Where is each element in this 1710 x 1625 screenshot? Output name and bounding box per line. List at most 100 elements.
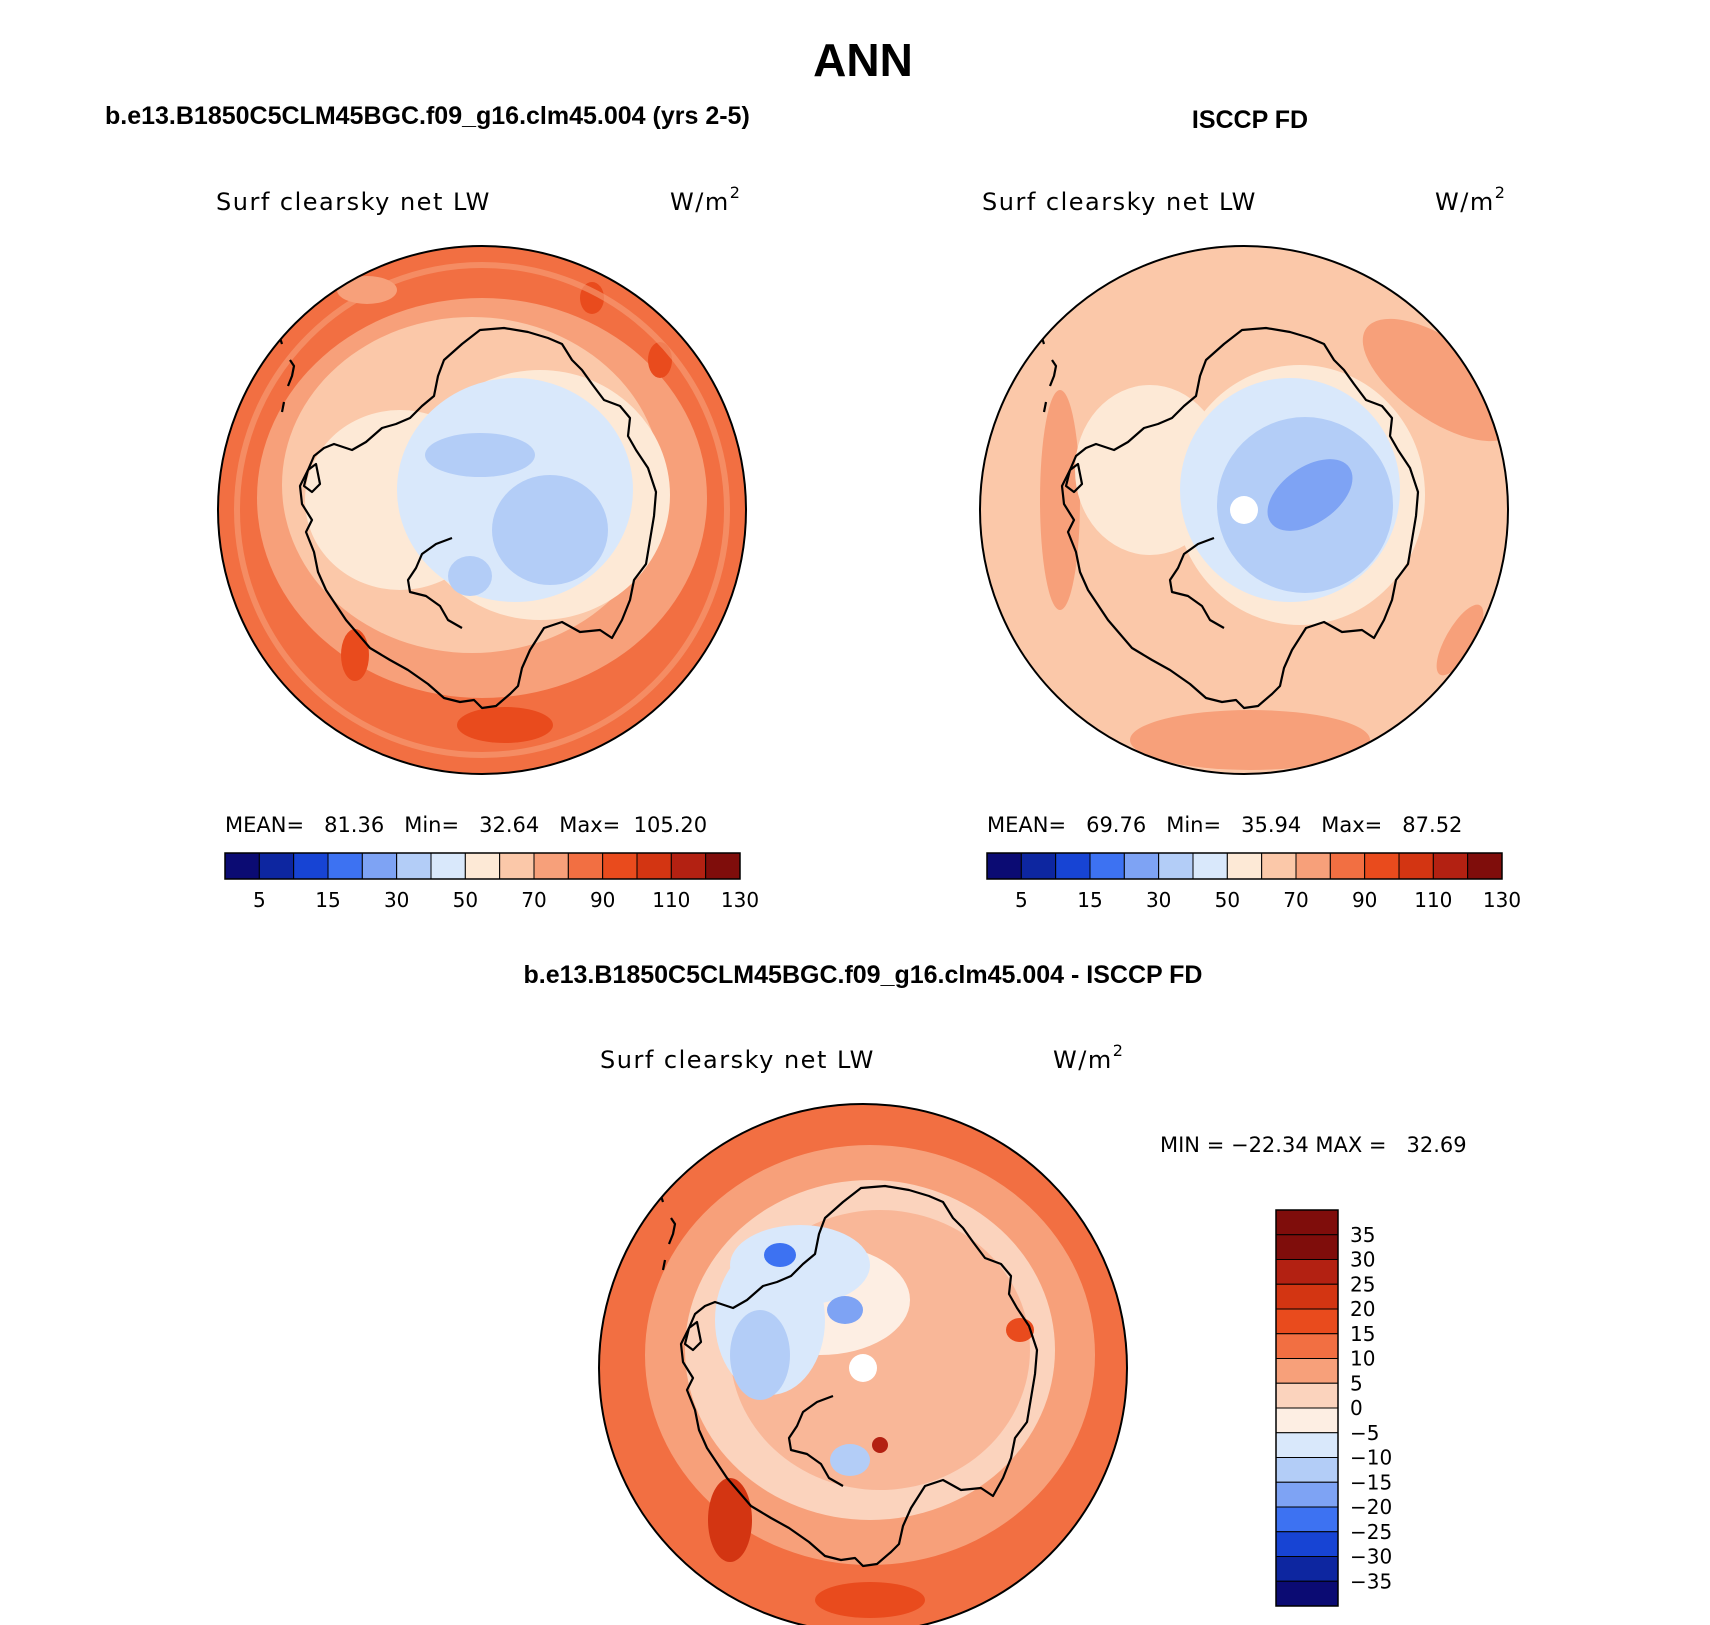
colorbar-swatch bbox=[1329, 852, 1366, 880]
colorbar-tick-label: 15 bbox=[315, 888, 340, 912]
colorbar-tick-label: 35 bbox=[1350, 1223, 1375, 1247]
colorbar-tick-label: 5 bbox=[1350, 1371, 1363, 1395]
colorbar: 5 15 30 50 70 90 110 130 bbox=[986, 852, 1521, 912]
colorbar-tick-label: 25 bbox=[1350, 1272, 1375, 1296]
colorbar-swatch bbox=[1275, 1432, 1339, 1458]
colorbar-swatch bbox=[464, 852, 501, 880]
colorbar-swatch bbox=[1275, 1283, 1339, 1310]
stats-text: MEAN= 81.36 Min= 32.64 Max= 105.20 bbox=[225, 813, 707, 837]
colorbar-tick-label: 30 bbox=[1350, 1248, 1375, 1272]
colorbar-swatch bbox=[430, 852, 466, 880]
colorbar-swatch bbox=[1275, 1333, 1339, 1359]
panel-heading: ISCCP FD bbox=[1192, 106, 1308, 134]
units-exponent: 2 bbox=[730, 183, 742, 202]
colorbar-swatch bbox=[1275, 1382, 1339, 1409]
colorbar-swatch bbox=[636, 852, 672, 880]
colorbar-tick-label: 70 bbox=[521, 888, 546, 912]
colorbar-tick-label: −15 bbox=[1350, 1470, 1392, 1494]
colorbar-swatch bbox=[1261, 852, 1297, 880]
colorbar-swatch bbox=[1275, 1457, 1339, 1483]
colorbar-tick-label: 5 bbox=[253, 888, 266, 912]
colorbar-tick-label: 15 bbox=[1077, 888, 1102, 912]
colorbar-tick-label: 130 bbox=[1483, 888, 1521, 912]
colorbar-swatch bbox=[293, 852, 329, 880]
colorbar-tick-label: 15 bbox=[1350, 1322, 1375, 1346]
colorbar-swatch bbox=[1158, 852, 1194, 880]
units-label: W/m2 bbox=[1435, 183, 1506, 216]
colorbar-tick-label: 50 bbox=[1215, 888, 1240, 912]
stats-text: MEAN= 69.76 Min= 35.94 Max= 87.52 bbox=[987, 813, 1462, 837]
colorbar-tick-label: 130 bbox=[721, 888, 759, 912]
units-text: W/m bbox=[670, 188, 730, 216]
colorbar-tick-label: −30 bbox=[1350, 1545, 1392, 1569]
colorbar-swatch bbox=[1364, 852, 1400, 880]
colorbar-swatch bbox=[499, 852, 535, 880]
colorbar-swatch bbox=[567, 852, 604, 880]
colorbar-swatch bbox=[1275, 1531, 1339, 1557]
colorbar-swatch bbox=[1275, 1506, 1339, 1533]
colorbar-swatch bbox=[258, 852, 295, 880]
colorbar-swatch bbox=[1226, 852, 1263, 880]
units-label: W/m2 bbox=[670, 183, 741, 216]
colorbar-swatch bbox=[1275, 1209, 1339, 1236]
colorbar-swatch bbox=[327, 852, 363, 880]
panel-obs: ISCCP FD Surf clearsky net LW W/m2 MEAN=… bbox=[979, 106, 1521, 912]
colorbar-swatch bbox=[533, 852, 569, 880]
colorbar-swatch bbox=[361, 852, 398, 880]
colorbar-swatch bbox=[1020, 852, 1057, 880]
variable-label: Surf clearsky net LW bbox=[600, 1046, 875, 1074]
colorbar-tick-label: −20 bbox=[1350, 1495, 1392, 1519]
colorbar-tick-label: −25 bbox=[1350, 1520, 1392, 1544]
colorbar-swatch bbox=[396, 852, 432, 880]
stats-text: MIN = −22.34 MAX = 32.69 bbox=[1160, 1133, 1467, 1157]
colorbar-tick-label: 0 bbox=[1350, 1396, 1363, 1420]
polar-map bbox=[218, 246, 746, 774]
panel-diff: b.e13.B1850C5CLM45BGC.f09_g16.clm45.004 … bbox=[523, 961, 1467, 1625]
colorbar-tick-label: 20 bbox=[1350, 1297, 1375, 1321]
colorbar-tick-label: 30 bbox=[384, 888, 409, 912]
units-text: W/m bbox=[1053, 1046, 1113, 1074]
colorbar-swatch bbox=[986, 852, 1022, 880]
colorbar-tick-label: 70 bbox=[1283, 888, 1308, 912]
colorbar-swatch bbox=[1275, 1308, 1339, 1335]
colorbar-swatch bbox=[1275, 1358, 1339, 1384]
colorbar-tick-label: −35 bbox=[1350, 1569, 1392, 1593]
colorbar-swatch bbox=[1275, 1259, 1339, 1285]
units-text: W/m bbox=[1435, 188, 1495, 216]
colorbar-tick-label: 50 bbox=[453, 888, 478, 912]
colorbar-swatch bbox=[602, 852, 638, 880]
colorbar-tick-label: 110 bbox=[1414, 888, 1452, 912]
colorbar: 5 15 30 50 70 90 110 130 bbox=[224, 852, 759, 912]
colorbar-tick-label: 5 bbox=[1015, 888, 1028, 912]
colorbar-swatch bbox=[1295, 852, 1331, 880]
colorbar-swatch bbox=[1275, 1481, 1339, 1508]
colorbar-swatch bbox=[1275, 1234, 1339, 1260]
colorbar-swatch bbox=[1192, 852, 1228, 880]
colorbar-swatch bbox=[1123, 852, 1160, 880]
map-boundary bbox=[979, 245, 1509, 775]
colorbar-tick-label: 30 bbox=[1146, 888, 1171, 912]
panel-heading: b.e13.B1850C5CLM45BGC.f09_g16.clm45.004 … bbox=[523, 961, 1202, 989]
colorbar-swatch bbox=[224, 852, 260, 880]
polar-map bbox=[599, 1104, 1127, 1625]
figure-title: ANN bbox=[813, 34, 913, 86]
units-exponent: 2 bbox=[1495, 183, 1507, 202]
colorbar-swatch bbox=[1089, 852, 1125, 880]
panel-heading: b.e13.B1850C5CLM45BGC.f09_g16.clm45.004 … bbox=[105, 102, 750, 130]
map-boundary bbox=[217, 245, 747, 775]
variable-label: Surf clearsky net LW bbox=[216, 188, 491, 216]
units-exponent: 2 bbox=[1113, 1041, 1125, 1060]
colorbar-swatch bbox=[1055, 852, 1091, 880]
colorbar-swatch bbox=[1275, 1407, 1339, 1434]
colorbar-swatch bbox=[670, 852, 707, 880]
colorbar-swatch bbox=[1432, 852, 1469, 880]
variable-label: Surf clearsky net LW bbox=[982, 188, 1257, 216]
colorbar-swatch bbox=[1275, 1580, 1339, 1607]
colorbar-tick-label: 90 bbox=[1352, 888, 1377, 912]
colorbar-tick-label: 10 bbox=[1350, 1347, 1375, 1371]
colorbar-tick-label: 110 bbox=[652, 888, 690, 912]
panel-model: b.e13.B1850C5CLM45BGC.f09_g16.clm45.004 … bbox=[105, 102, 759, 912]
colorbar-swatch bbox=[1398, 852, 1434, 880]
